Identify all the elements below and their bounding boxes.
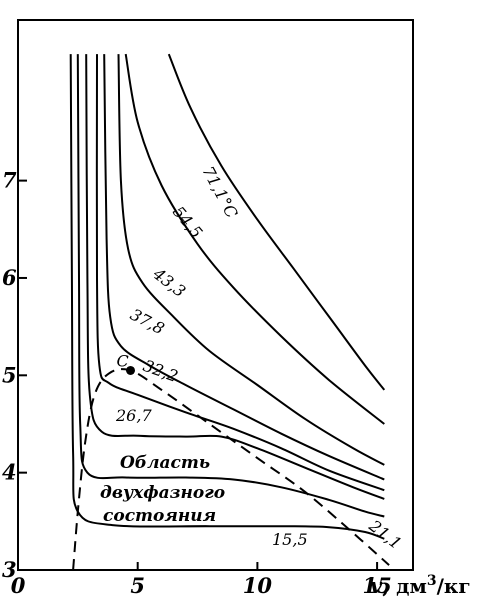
y-tick-label: 7 bbox=[2, 168, 17, 193]
iso-label-32: 32,2 bbox=[141, 356, 181, 386]
x-axis-var: v bbox=[370, 573, 383, 598]
x-tick-label: 10 bbox=[243, 573, 273, 598]
iso-label-43: 43,3 bbox=[149, 264, 190, 302]
isotherm-line-5 bbox=[117, 54, 385, 466]
isotherm-line-3 bbox=[95, 54, 385, 492]
isotherm-line-6 bbox=[124, 53, 385, 425]
x-axis-unit: , дм bbox=[382, 574, 427, 598]
y-tick-label: 4 bbox=[2, 460, 17, 485]
x-axis-label: v, дм3/кг bbox=[370, 573, 471, 598]
region-label-line3: состояния bbox=[103, 506, 216, 526]
region-label-line1: Область bbox=[120, 453, 210, 473]
x-axis-ticks: 0 5 10 15 bbox=[11, 562, 392, 598]
y-tick-label: 6 bbox=[2, 265, 17, 290]
iso-label-71: 71,1°C bbox=[198, 163, 241, 221]
y-tick-label: 3 bbox=[2, 557, 17, 582]
x-tick-label: 0 bbox=[11, 573, 26, 598]
isotherm-line-0 bbox=[69, 54, 385, 540]
region-label-line2: двухфазного bbox=[100, 483, 225, 503]
iso-label-37: 37,8 bbox=[127, 305, 167, 339]
isotherm-line-4 bbox=[103, 54, 385, 481]
x-axis-unit-sup: 3 bbox=[427, 573, 437, 589]
critical-point-marker bbox=[126, 365, 136, 375]
x-tick-label: 5 bbox=[130, 573, 145, 598]
iso-label-15: 15,5 bbox=[272, 530, 308, 549]
x-axis-unit-tail: /кг bbox=[437, 574, 471, 598]
y-tick-label: 5 bbox=[2, 362, 17, 387]
isotherm-line-1 bbox=[76, 54, 385, 518]
isotherm-line-7 bbox=[167, 53, 386, 391]
iso-label-26: 26,7 bbox=[115, 406, 152, 425]
critical-point-label: C bbox=[117, 351, 129, 370]
plot-frame bbox=[17, 19, 414, 571]
y-axis-ticks: 3 4 5 6 7 bbox=[2, 168, 27, 582]
saturation-dome-line bbox=[72, 368, 390, 571]
isotherm-line-2 bbox=[85, 54, 385, 500]
x-tick-label: 15 bbox=[362, 573, 391, 598]
isotherm-lines bbox=[69, 53, 386, 540]
